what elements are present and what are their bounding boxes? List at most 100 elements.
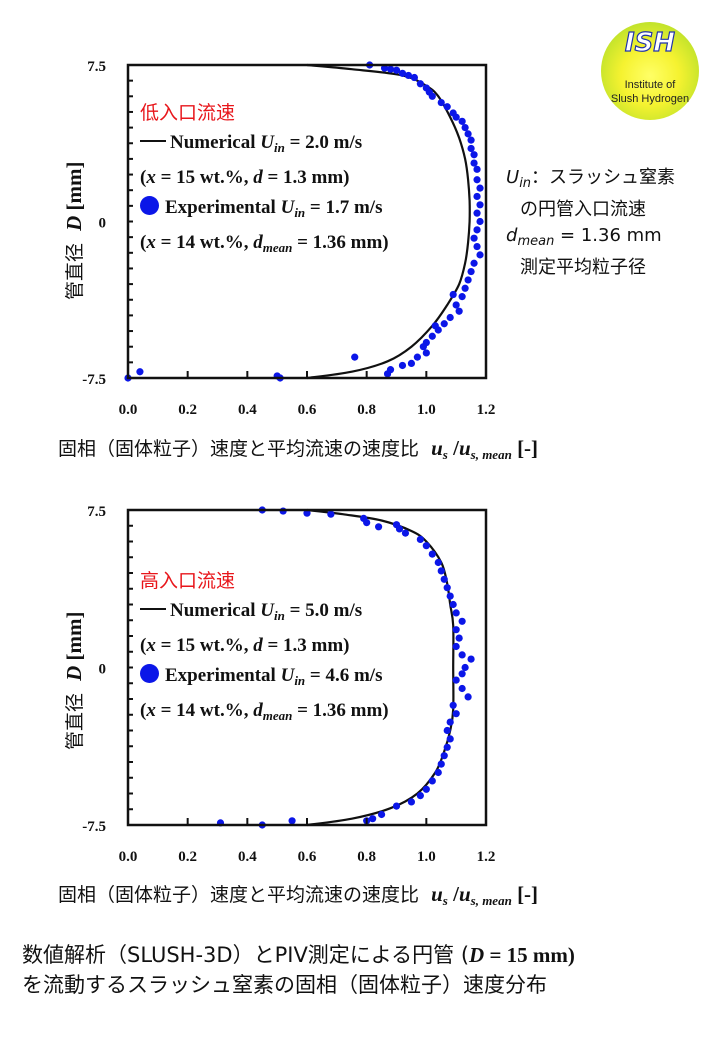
annotation-note: Uin：スラッシュ窒素 の円管入口流速 dmean = 1.36 mm 測定平均… bbox=[506, 165, 675, 281]
experimental-point bbox=[434, 558, 442, 567]
experimental-point bbox=[452, 642, 460, 651]
ylabel-symbol: D bbox=[62, 665, 86, 681]
experimental-point bbox=[413, 353, 421, 361]
text-segment: mean bbox=[262, 240, 293, 255]
line-swatch bbox=[140, 140, 166, 142]
experimental-point bbox=[434, 768, 442, 777]
experimental-point bbox=[395, 525, 404, 533]
experimental-point bbox=[443, 103, 451, 111]
text-segment: d bbox=[253, 700, 263, 721]
experimental-point bbox=[288, 817, 296, 825]
experimental-point bbox=[136, 368, 144, 376]
experimental-point bbox=[473, 209, 481, 217]
logo-text: ISH bbox=[624, 27, 676, 58]
experimental-point bbox=[452, 676, 460, 684]
legend-numerical: Numerical Uin = 2.0 m/s bbox=[140, 128, 389, 163]
legend-experimental-params: (x = 14 wt.%, dmean = 1.36 mm) bbox=[140, 696, 389, 731]
experimental-point bbox=[467, 136, 475, 144]
experimental-point bbox=[473, 242, 481, 251]
text-segment: = 1.3 mm) bbox=[262, 635, 350, 656]
caption-line: を流動するスラッシュ窒素の固相（固体粒子）速度分布 bbox=[22, 973, 547, 997]
experimental-point bbox=[351, 353, 359, 361]
chart-2: 0.0 0.2 0.4 0.6 0.8 1.0 1.2 7.5 0 -7.5 bbox=[82, 504, 495, 865]
experimental-point bbox=[452, 301, 460, 309]
chart2-legend: 高入口流速 Numerical Uin = 5.0 m/s (x = 15 wt… bbox=[140, 566, 389, 731]
experimental-point bbox=[452, 113, 460, 121]
logo-subtitle: Institute of Slush Hydrogen bbox=[601, 78, 699, 106]
experimental-point bbox=[443, 726, 451, 735]
experimental-point bbox=[446, 592, 454, 600]
experimental-point bbox=[458, 117, 466, 125]
experimental-point bbox=[440, 320, 448, 328]
experimental-point bbox=[369, 815, 377, 823]
dot-swatch bbox=[140, 196, 159, 215]
text-segment: ( bbox=[140, 700, 147, 721]
experimental-point bbox=[398, 69, 407, 77]
experimental-point bbox=[461, 124, 469, 132]
experimental-point bbox=[461, 284, 469, 292]
line-swatch bbox=[140, 608, 166, 610]
x-tick-label: 1.0 bbox=[417, 402, 436, 418]
experimental-point bbox=[428, 332, 436, 340]
experimental-point bbox=[416, 535, 424, 544]
experimental-point bbox=[363, 519, 371, 527]
text-segment: = 1.3 mm) bbox=[262, 167, 350, 188]
experimental-point bbox=[419, 343, 427, 351]
x-tick-label: 0.8 bbox=[357, 849, 376, 865]
experimental-point bbox=[446, 313, 454, 322]
experimental-point bbox=[407, 798, 416, 806]
experimental-point bbox=[470, 151, 478, 159]
text-segment: = 15 wt.%, bbox=[155, 167, 254, 188]
text-segment: d bbox=[253, 232, 263, 253]
experimental-point bbox=[380, 64, 389, 72]
chart1-legend: 低入口流速 Numerical Uin = 2.0 m/s (x = 15 wt… bbox=[140, 98, 389, 263]
text-segment: = 1.7 m/s bbox=[305, 197, 383, 218]
text-segment: in bbox=[273, 608, 285, 623]
text-segment: x bbox=[146, 232, 156, 253]
ish-logo: ISH Institute of Slush Hydrogen bbox=[601, 22, 699, 120]
text-segment: U bbox=[506, 167, 520, 188]
chart2-title: 高入口流速 bbox=[140, 570, 236, 592]
text-segment: Numerical bbox=[170, 600, 261, 621]
experimental-point bbox=[476, 184, 484, 192]
text-segment: d bbox=[253, 635, 263, 656]
experimental-point bbox=[398, 361, 407, 370]
text-segment: U bbox=[260, 132, 274, 153]
note-line: の円管入口流速 bbox=[506, 197, 675, 223]
text-segment: = 14 wt.%, bbox=[155, 232, 254, 253]
experimental-point bbox=[407, 359, 416, 367]
x-tick-label: 0.8 bbox=[357, 402, 376, 418]
experimental-point bbox=[431, 322, 439, 330]
experimental-point bbox=[452, 609, 460, 617]
chart1-xlabel: 固相（固体粒子）速度と平均流速の速度比 us /us, mean [-] bbox=[58, 436, 539, 462]
text-segment: U bbox=[280, 665, 295, 686]
experimental-point bbox=[422, 349, 430, 357]
experimental-point bbox=[443, 743, 451, 751]
experimental-point bbox=[327, 510, 335, 518]
experimental-point bbox=[464, 693, 472, 701]
experimental-point bbox=[404, 71, 413, 80]
experimental-point bbox=[375, 523, 383, 531]
text-segment: in bbox=[519, 176, 532, 191]
x-tick-label: 0.6 bbox=[298, 849, 317, 865]
text-segment: ( bbox=[140, 635, 147, 656]
experimental-point bbox=[428, 550, 436, 558]
text-segment: d bbox=[506, 225, 518, 246]
x-tick-label: 1.2 bbox=[477, 402, 496, 418]
text-segment: の円管入口流速 bbox=[520, 199, 646, 220]
experimental-point bbox=[455, 307, 463, 315]
experimental-point bbox=[470, 159, 478, 167]
dot-swatch bbox=[140, 664, 159, 683]
text-segment: in bbox=[294, 205, 306, 220]
text-segment: x bbox=[146, 167, 156, 188]
experimental-point bbox=[473, 192, 481, 201]
experimental-point bbox=[470, 234, 478, 242]
text-segment: Experimental bbox=[165, 197, 281, 218]
experimental-point bbox=[401, 529, 410, 537]
experimental-point bbox=[473, 165, 481, 173]
experimental-point bbox=[440, 575, 448, 583]
experimental-point bbox=[458, 293, 466, 301]
ylabel-text: 管直径 bbox=[64, 242, 86, 300]
y-tick-label: 7.5 bbox=[87, 59, 106, 75]
